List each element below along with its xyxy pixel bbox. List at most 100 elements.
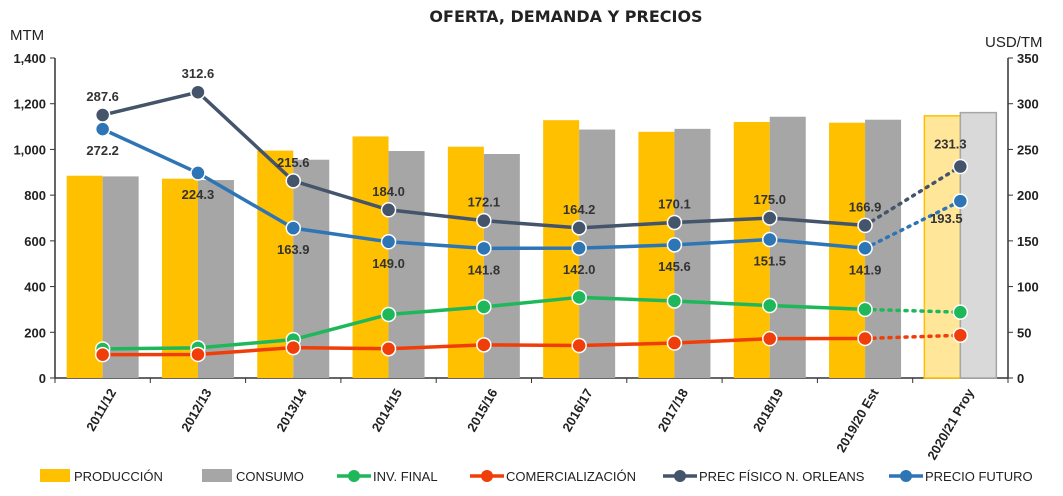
legend-label: COMERCIALIZACIÓN bbox=[506, 469, 636, 484]
data-label-precio-futuro: 145.6 bbox=[658, 259, 691, 274]
line-precio-futuro-point bbox=[190, 165, 206, 181]
line-prec-fisico-point bbox=[285, 173, 301, 189]
data-label-precio-futuro: 193.5 bbox=[930, 211, 963, 226]
legend-label: CONSUMO bbox=[236, 469, 304, 484]
bar-produccion bbox=[352, 136, 389, 378]
y-left-tick-label: 0 bbox=[39, 371, 46, 386]
data-label-prec-fisico: 215.6 bbox=[277, 155, 310, 170]
line-prec-fisico-point bbox=[94, 107, 111, 123]
line-inv-final-point bbox=[380, 306, 397, 323]
line-prec-fisico-point bbox=[666, 214, 683, 231]
legend-label: INV. FINAL bbox=[373, 469, 438, 484]
chart-title: OFERTA, DEMANDA Y PRECIOS bbox=[429, 7, 702, 26]
bar-produccion bbox=[447, 146, 484, 378]
bar-consumo bbox=[579, 129, 616, 378]
x-category-label: 2018/19 bbox=[750, 386, 786, 434]
data-label-prec-fisico: 172.1 bbox=[468, 195, 501, 210]
data-label-precio-futuro: 142.0 bbox=[563, 262, 596, 277]
legend-swatch-marker bbox=[348, 470, 360, 482]
line-comercializacion-point bbox=[762, 330, 778, 347]
legend-swatch-marker bbox=[674, 470, 686, 482]
data-label-precio-futuro: 163.9 bbox=[277, 242, 310, 257]
line-comercializacion-point bbox=[380, 340, 397, 357]
line-comercializacion-point bbox=[952, 327, 969, 344]
line-precio-futuro-point bbox=[380, 234, 397, 250]
line-prec-fisico-projection bbox=[863, 164, 963, 228]
line-prec-fisico-point bbox=[380, 202, 397, 218]
x-category-label: 2019/20 Est bbox=[833, 385, 882, 454]
y-right-tick-label: 150 bbox=[1017, 234, 1039, 249]
y-left-tick-label: 1,000 bbox=[13, 142, 46, 157]
data-label-precio-futuro: 141.9 bbox=[849, 262, 882, 277]
line-inv-final-projection bbox=[863, 307, 963, 314]
line-precio-futuro-projection bbox=[863, 199, 963, 251]
y-right-tick-label: 300 bbox=[1017, 97, 1039, 112]
x-category-label: 2013/14 bbox=[273, 385, 310, 434]
line-inv-final-point bbox=[476, 299, 492, 315]
bar-produccion bbox=[638, 131, 675, 378]
line-prec-fisico-point bbox=[571, 220, 587, 236]
line-comercializacion-point bbox=[666, 335, 683, 351]
data-label-precio-futuro: 224.3 bbox=[182, 187, 215, 202]
y-left-tick-label: 1,200 bbox=[13, 97, 46, 112]
data-label-precio-futuro: 149.0 bbox=[372, 256, 405, 271]
line-precio-futuro-point bbox=[666, 237, 683, 253]
line-comercializacion-point bbox=[94, 346, 111, 363]
data-label-prec-fisico: 231.3 bbox=[934, 137, 967, 152]
legend-label: PRODUCCIÓN bbox=[74, 469, 163, 484]
y-left-tick-label: 1,400 bbox=[13, 51, 46, 66]
line-precio-futuro-point bbox=[857, 240, 873, 257]
line-prec-fisico-point bbox=[762, 210, 778, 226]
data-label-precio-futuro: 151.5 bbox=[753, 253, 786, 268]
line-inv-final-point bbox=[857, 301, 873, 318]
line-comercializacion-point bbox=[190, 346, 206, 363]
line-precio-futuro-point bbox=[571, 240, 587, 256]
y-right-unit-label: USD/TM bbox=[985, 34, 1043, 51]
y-right-tick-label: 100 bbox=[1017, 280, 1039, 295]
line-inv-final-point bbox=[952, 304, 969, 320]
line-prec-fisico-point bbox=[190, 84, 206, 100]
line-comercializacion-point bbox=[571, 337, 587, 354]
data-label-prec-fisico: 164.2 bbox=[563, 202, 596, 217]
line-prec-fisico-point bbox=[857, 217, 873, 234]
x-category-label: 2015/16 bbox=[464, 386, 500, 434]
line-comercializacion-point bbox=[857, 330, 873, 347]
data-label-prec-fisico: 312.6 bbox=[182, 66, 215, 81]
line-prec-fisico-point bbox=[476, 212, 492, 229]
x-category-label: 2012/13 bbox=[178, 386, 214, 434]
y-right-tick-label: 50 bbox=[1017, 325, 1031, 340]
x-category-label: 2020/21 Proy bbox=[924, 385, 977, 462]
bar-consumo bbox=[388, 151, 425, 378]
line-precio-futuro-point bbox=[762, 231, 778, 248]
line-precio-futuro-point bbox=[952, 193, 969, 209]
line-inv-final-point bbox=[571, 289, 587, 306]
x-category-label: 2014/15 bbox=[369, 386, 405, 434]
legend-swatch-marker bbox=[481, 470, 493, 482]
y-left-unit-label: MTM bbox=[10, 27, 44, 44]
y-left-tick-label: 600 bbox=[24, 234, 46, 249]
line-precio-futuro-point bbox=[285, 220, 301, 236]
bar-consumo bbox=[674, 128, 711, 378]
data-label-prec-fisico: 166.9 bbox=[849, 199, 882, 214]
x-category-label: 2011/12 bbox=[83, 386, 119, 434]
line-precio-futuro-point bbox=[476, 240, 492, 257]
y-right-tick-label: 350 bbox=[1017, 51, 1039, 66]
y-right-tick-label: 0 bbox=[1017, 371, 1024, 386]
data-label-precio-futuro: 272.2 bbox=[86, 143, 119, 158]
legend-swatch-bar bbox=[202, 469, 232, 482]
data-label-prec-fisico: 184.0 bbox=[372, 184, 405, 199]
line-comercializacion-point bbox=[285, 339, 301, 356]
data-label-precio-futuro: 141.8 bbox=[468, 262, 501, 277]
data-label-prec-fisico: 170.1 bbox=[658, 196, 691, 211]
legend-label: PRECIO FUTURO bbox=[925, 469, 1033, 484]
legend-swatch-marker bbox=[900, 470, 912, 482]
y-left-tick-label: 200 bbox=[24, 325, 46, 340]
line-precio-futuro-point bbox=[94, 121, 111, 137]
legend-swatch-bar bbox=[40, 469, 70, 482]
line-comercializacion-point bbox=[476, 337, 492, 353]
line-inv-final-point bbox=[666, 293, 683, 309]
y-right-tick-label: 250 bbox=[1017, 142, 1039, 157]
data-label-prec-fisico: 175.0 bbox=[753, 192, 786, 207]
x-category-label: 2017/18 bbox=[655, 386, 691, 434]
